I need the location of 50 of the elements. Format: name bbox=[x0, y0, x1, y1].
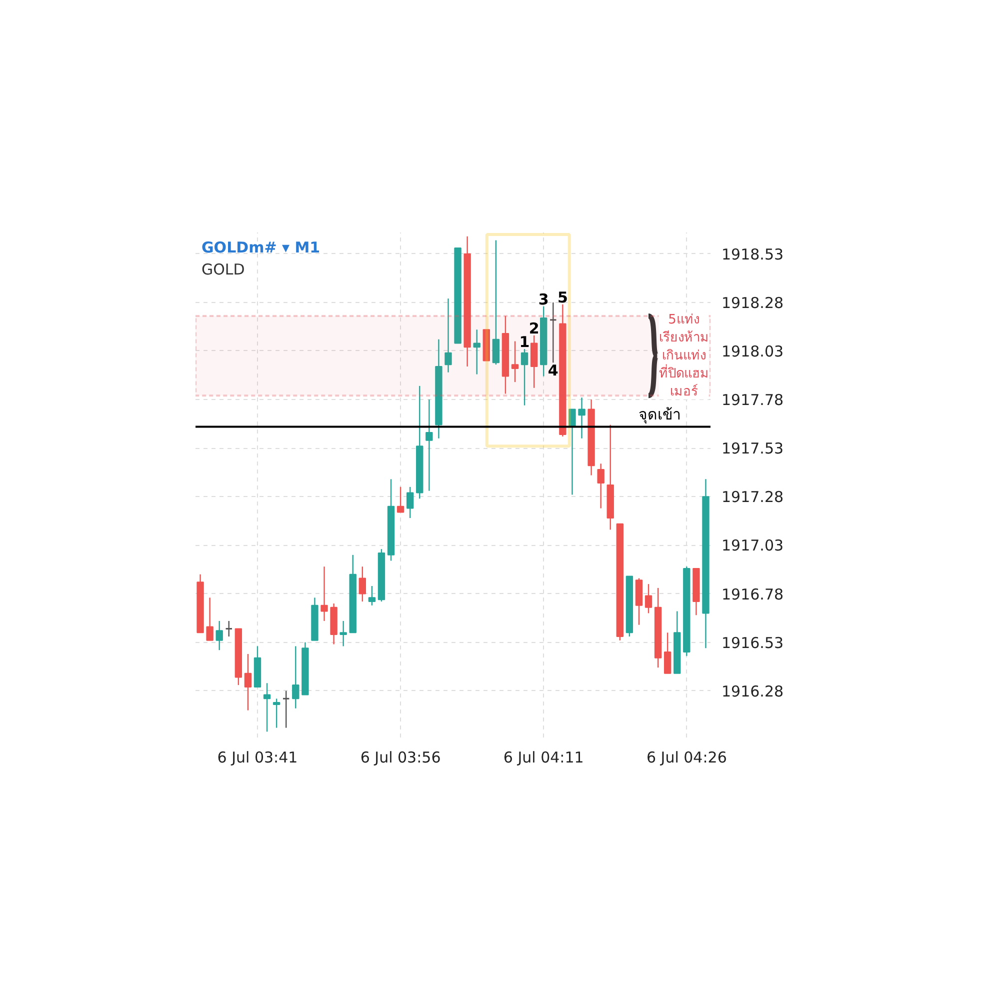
candlestick bbox=[216, 620, 223, 651]
annotation: 5 bbox=[557, 288, 568, 306]
y-tick-label: 1918.28 bbox=[722, 294, 784, 312]
x-tick-label: 6 Jul 03:56 bbox=[360, 748, 441, 766]
band-label: 5แท่ง เรียงห้าม เกินแท่ง ที่ปิดแฮม เมอร์ bbox=[658, 312, 709, 400]
candlestick bbox=[578, 396, 586, 439]
candlestick bbox=[320, 566, 328, 622]
annotation: 2 bbox=[528, 319, 540, 338]
candlestick bbox=[358, 566, 366, 602]
candlestick bbox=[426, 398, 433, 492]
annotation: 1 bbox=[519, 333, 530, 352]
candlestick bbox=[473, 329, 480, 375]
text: GOLD bbox=[202, 260, 245, 278]
candlestick bbox=[272, 698, 280, 728]
y-tick-label: 1916.28 bbox=[722, 682, 784, 700]
candlestick bbox=[340, 620, 347, 647]
candlestick bbox=[225, 620, 233, 638]
candlestick bbox=[644, 583, 652, 614]
candlestick bbox=[520, 348, 528, 406]
candlestick bbox=[664, 632, 672, 674]
candlestick bbox=[406, 486, 414, 519]
y-tick-label: 1917.53 bbox=[722, 440, 784, 458]
candlestick bbox=[396, 486, 404, 513]
candlestick bbox=[511, 340, 519, 383]
text: GOLDm# ▾ M1 bbox=[202, 238, 320, 256]
y-tick-label: 1916.53 bbox=[722, 634, 784, 652]
candlestick bbox=[597, 463, 604, 509]
x-tick-label: 6 Jul 04:11 bbox=[503, 748, 584, 766]
candlestick bbox=[530, 334, 538, 388]
candlestick bbox=[444, 298, 452, 373]
candlestick bbox=[206, 597, 214, 641]
candlestick bbox=[244, 653, 252, 711]
y-tick-label: 1918.53 bbox=[722, 245, 784, 264]
candlestick bbox=[368, 585, 376, 606]
candlestick bbox=[492, 240, 500, 366]
annotation: 4 bbox=[548, 362, 558, 380]
candlestick bbox=[292, 646, 300, 709]
y-tick-label: 1917.78 bbox=[722, 391, 784, 410]
y-tick-label: 1917.03 bbox=[722, 536, 784, 555]
candlestick bbox=[263, 682, 271, 732]
annotation: 3 bbox=[538, 290, 549, 308]
ref-line-label: จุดเข้า bbox=[638, 406, 681, 425]
y-tick-label: 1917.28 bbox=[722, 488, 784, 506]
candlestick bbox=[568, 408, 576, 496]
x-tick-label: 6 Jul 03:41 bbox=[217, 748, 298, 766]
y-tick-label: 1916.78 bbox=[722, 585, 784, 604]
candlestick bbox=[549, 302, 557, 364]
x-tick-label: 6 Jul 04:26 bbox=[646, 748, 727, 766]
y-tick-label: 1918.03 bbox=[722, 342, 784, 360]
candlestick bbox=[282, 690, 290, 728]
